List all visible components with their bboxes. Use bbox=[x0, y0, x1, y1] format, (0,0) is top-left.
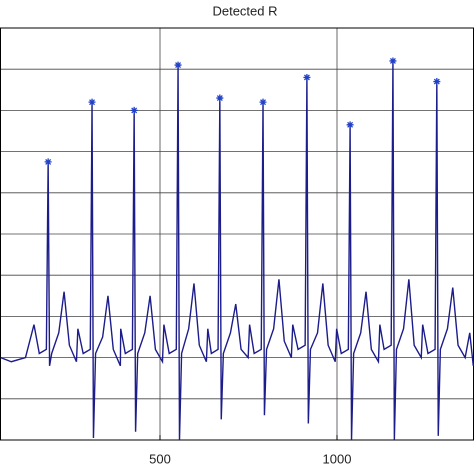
peak-marker bbox=[303, 73, 311, 81]
x-tick-label: 500 bbox=[149, 451, 171, 466]
peak-marker bbox=[433, 78, 441, 86]
peak-marker bbox=[174, 61, 182, 69]
peak-marker bbox=[346, 121, 354, 129]
peak-marker bbox=[88, 98, 96, 106]
ecg-line bbox=[0, 60, 474, 441]
peak-marker bbox=[389, 57, 397, 65]
peak-marker bbox=[44, 158, 52, 166]
peak-marker bbox=[130, 106, 138, 114]
x-tick-label: 1000 bbox=[323, 451, 352, 466]
peak-marker bbox=[259, 98, 267, 106]
peak-marker bbox=[216, 94, 224, 102]
chart-title: Detected R bbox=[212, 3, 277, 18]
